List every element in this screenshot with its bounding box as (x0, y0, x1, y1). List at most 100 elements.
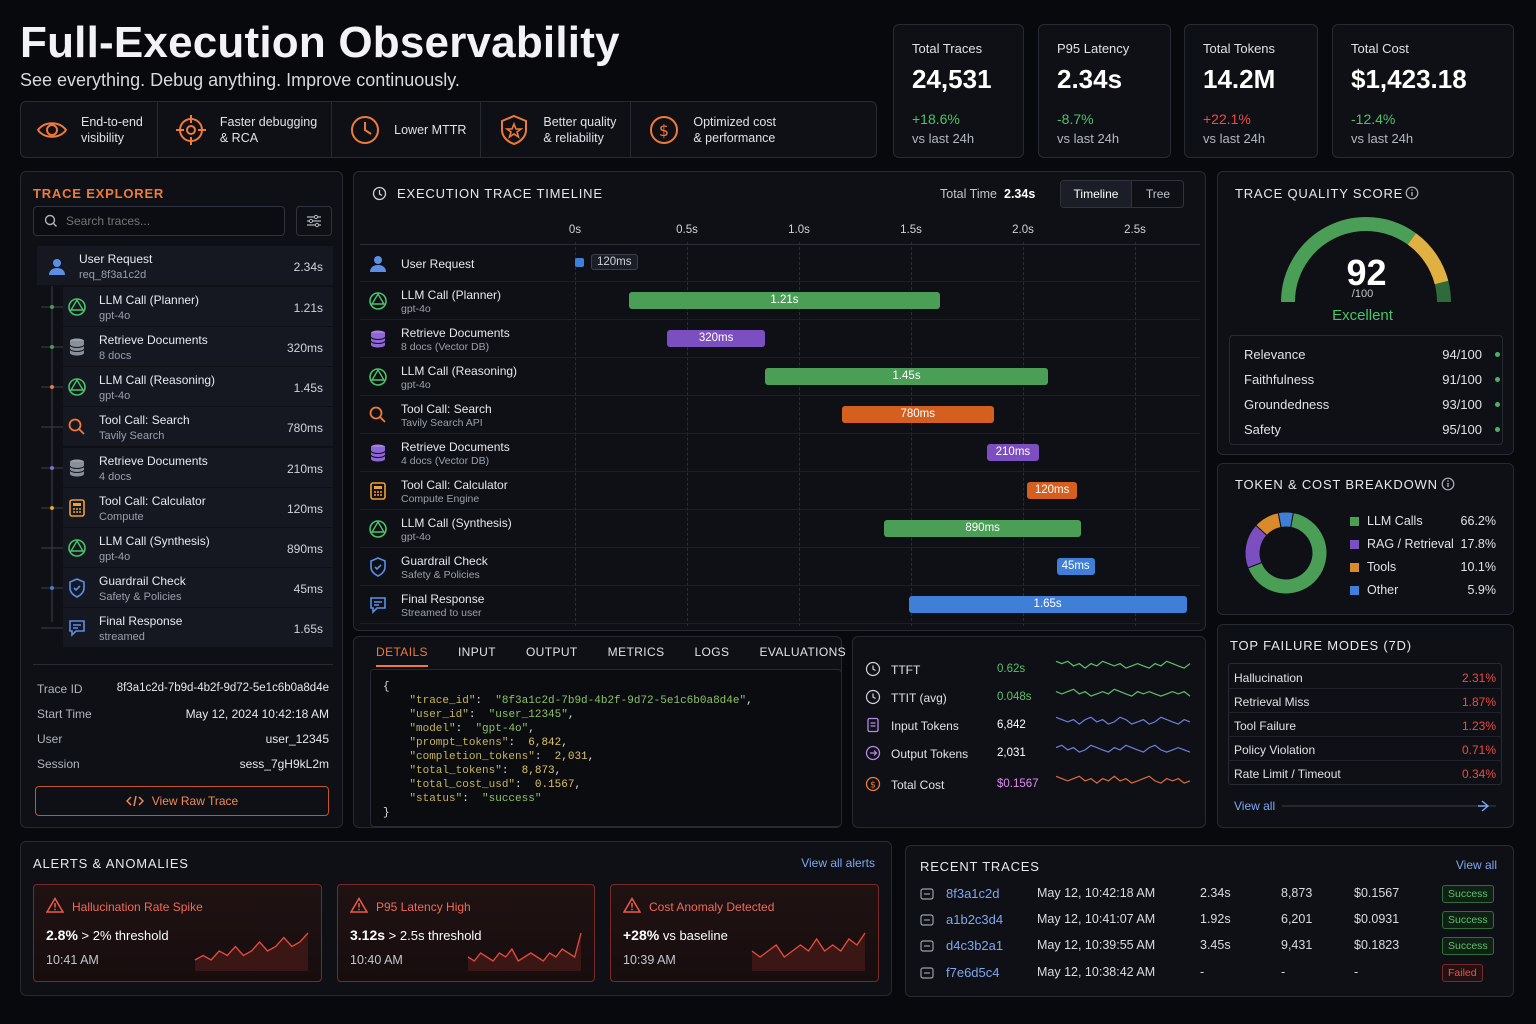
failure-label: Hallucination (1234, 671, 1303, 685)
info-icon[interactable] (1405, 186, 1419, 200)
timeline-bar[interactable]: 1.45s (765, 368, 1048, 385)
meta-start-time: Start Time May 12, 2024 10:42:18 AM (37, 707, 329, 721)
trace-id-link[interactable]: a1b2c3d4 (946, 912, 1004, 927)
timeline-bar[interactable]: 210ms (987, 444, 1039, 461)
timeline-bar[interactable]: 45ms (1056, 558, 1095, 575)
timeline-bar[interactable]: 1.21s (628, 292, 941, 309)
tab-logs[interactable]: LOGS (694, 645, 730, 659)
timeline-bar[interactable]: 320ms (666, 330, 766, 347)
trace-row-name: Guardrail Check (99, 574, 186, 588)
status-dot (1495, 402, 1500, 407)
arrow-right-icon[interactable] (1282, 800, 1500, 812)
trace-search-box[interactable] (33, 206, 285, 236)
view-all-traces-link[interactable]: View all (1455, 858, 1497, 872)
failure-row[interactable]: Retrieval Miss 1.87% (1228, 689, 1502, 713)
timeline-row[interactable]: Guardrail Check Safety & Policies 45ms (360, 548, 1200, 586)
trace-id-link[interactable]: d4c3b2a1 (946, 938, 1004, 953)
timeline-row[interactable]: Final Response Streamed to user 1.65s (360, 586, 1200, 624)
trace-row[interactable]: Final Response streamed 1.65s (63, 608, 333, 648)
trace-time: May 12, 10:42:18 AM (1037, 886, 1156, 900)
trace-row[interactable]: Tool Call: Calculator Compute 120ms (63, 488, 333, 528)
tab-evaluations[interactable]: EVALUATIONS (759, 645, 847, 659)
stat-compare: vs last 24h (1057, 131, 1120, 146)
meta-label: Session (37, 757, 80, 771)
timeline-row[interactable]: Tool Call: Search Tavily Search API 780ms (360, 396, 1200, 434)
donut-slice[interactable] (1247, 512, 1328, 595)
document-icon (867, 717, 879, 733)
trace-row[interactable]: Retrieve Documents 4 docs 210ms (63, 448, 333, 488)
timeline-row[interactable]: LLM Call (Planner) gpt-4o 1.21s (360, 282, 1200, 320)
trace-row-name: Retrieve Documents (99, 333, 208, 347)
trace-row[interactable]: Retrieve Documents 8 docs 320ms (63, 327, 333, 367)
trace-row[interactable]: Tool Call: Search Tavily Search 780ms (63, 407, 333, 447)
tab-input[interactable]: INPUT (457, 645, 496, 659)
trace-id-link[interactable]: f7e6d5c4 (946, 965, 1000, 980)
view-all-alerts-link[interactable]: View all alerts (801, 856, 875, 870)
timeline-bar[interactable]: 780ms (841, 406, 994, 423)
alert-card[interactable]: P95 Latency High 3.12s > 2.5s threshold 10… (337, 884, 595, 982)
recent-trace-row[interactable]: a1b2c3d4 May 12, 10:41:07 AM 1.92s 6,201 $0.… (920, 911, 1500, 938)
info-icon[interactable] (1441, 477, 1455, 491)
quality-item-label: Safety (1244, 422, 1281, 437)
stat-compare: vs last 24h (912, 131, 975, 146)
legend-item: LLM Calls 66.2% (1350, 514, 1496, 528)
tab-timeline[interactable]: Timeline (1061, 181, 1132, 207)
sparkline-area (468, 933, 581, 971)
tab-tree[interactable]: Tree (1145, 187, 1171, 201)
trace-row[interactable]: User Request req_8f3a1c2d 2.34s (37, 246, 333, 286)
timeline-row[interactable]: Retrieve Documents 4 docs (Vector DB) 210m… (360, 434, 1200, 472)
trace-row[interactable]: LLM Call (Planner) gpt-4o 1.21s (63, 287, 333, 327)
tab-details[interactable]: DETAILS (376, 645, 428, 667)
stat-card-total-tokens[interactable]: Total Tokens 14.2M +22.1% vs last 24h (1184, 24, 1318, 158)
metric-value: 2,031 (997, 747, 1026, 759)
timeline-row[interactable]: Retrieve Documents 8 docs (Vector DB) 320m… (360, 320, 1200, 358)
message-icon (370, 597, 386, 614)
timeline-bar[interactable]: 890ms (884, 520, 1082, 537)
legend-label: Other (1367, 583, 1399, 597)
view-raw-trace-button[interactable]: View Raw Trace (35, 786, 329, 816)
failure-row[interactable]: Tool Failure 1.23% (1228, 713, 1502, 737)
alert-card[interactable]: Hallucination Rate Spike 2.8% > 2% thresh… (33, 884, 322, 982)
quality-item: Safety 95/100 (1244, 422, 1500, 437)
metric-label: Input Tokens (891, 719, 959, 733)
view-all-failures-link[interactable]: View all (1234, 799, 1276, 813)
stat-card-p95-latency[interactable]: P95 Latency 2.34s -8.7% vs last 24h (1038, 24, 1171, 158)
alert-value: 3.12s (350, 927, 386, 943)
legend-value: 66.2% (1460, 514, 1496, 528)
crosshair-icon (175, 114, 206, 145)
recent-trace-row[interactable]: f7e6d5c4 May 12, 10:38:42 AM - - - Failed (920, 964, 1500, 991)
failure-value: 0.34% (1461, 767, 1496, 781)
trace-row-name: Tool Call: Search (99, 413, 190, 427)
user-icon (370, 256, 386, 272)
failure-row[interactable]: Hallucination 2.31% (1228, 665, 1502, 689)
alert-card[interactable]: Cost Anomaly Detected +28% vs baseline 10:… (610, 884, 879, 982)
json-viewer[interactable]: { "trace_id": "8f3a1c2d-7b9d-4b2f-9d72-5… (370, 669, 842, 827)
stat-card-total-traces[interactable]: Total Traces 24,531 +18.6% vs last 24h (893, 24, 1024, 158)
failure-table (1228, 663, 1502, 785)
filter-button[interactable] (296, 206, 332, 236)
tab-output[interactable]: OUTPUT (525, 645, 578, 659)
timeline-bar[interactable] (575, 258, 584, 267)
trace-id-link[interactable]: 8f3a1c2d (946, 886, 1000, 901)
trace-row[interactable]: Guardrail Check Safety & Policies 45ms (63, 568, 333, 608)
recent-trace-row[interactable]: d4c3b2a1 May 12, 10:39:55 AM 3.45s 9,431 $0.… (920, 937, 1500, 964)
json-key: "total_cost_usd" (409, 779, 516, 791)
recent-trace-row[interactable]: 8f3a1c2d May 12, 10:42:18 AM 2.34s 8,873 $0.… (920, 885, 1500, 912)
quality-title: TRACE QUALITY SCORE (1235, 186, 1404, 201)
failure-row[interactable]: Policy Violation 0.71% (1228, 737, 1502, 761)
svg-text:$: $ (659, 121, 669, 140)
timeline-row[interactable]: User Request 120ms (360, 244, 1200, 282)
trace-row[interactable]: LLM Call (Synthesis) gpt-4o 890ms (63, 528, 333, 568)
timeline-bar[interactable]: 120ms (1027, 482, 1077, 499)
donut-slice[interactable] (1277, 511, 1294, 529)
trace-row[interactable]: LLM Call (Reasoning) gpt-4o 1.45s (63, 367, 333, 407)
failure-row[interactable]: Rate Limit / Timeout 0.34% (1228, 761, 1502, 785)
timeline-row[interactable]: LLM Call (Synthesis) gpt-4o 890ms (360, 510, 1200, 548)
trace-search-input[interactable] (66, 214, 266, 228)
trace-row-time: 2.34s (293, 260, 323, 274)
timeline-row[interactable]: LLM Call (Reasoning) gpt-4o 1.45s (360, 358, 1200, 396)
stat-card-total-cost[interactable]: Total Cost $1,423.18 -12.4% vs last 24h (1332, 24, 1514, 158)
timeline-row[interactable]: Tool Call: Calculator Compute Engine 120ms (360, 472, 1200, 510)
tab-metrics[interactable]: METRICS (607, 645, 665, 659)
timeline-bar[interactable]: 1.65s (908, 596, 1187, 613)
